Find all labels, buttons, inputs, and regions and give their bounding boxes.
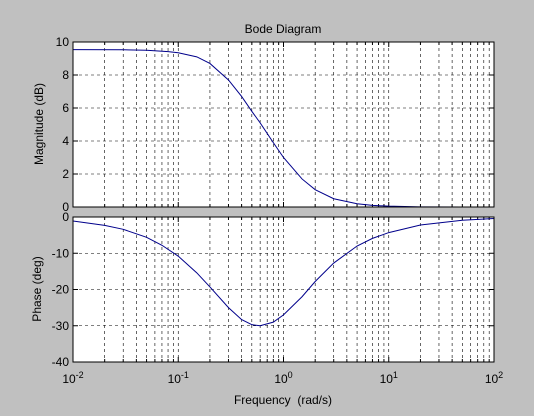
frequency-tick-label: 100	[274, 370, 292, 386]
phase-axes-box	[72, 216, 495, 363]
magnitude-axes-box	[72, 41, 495, 208]
magnitude-y-tick-label: 10	[56, 35, 70, 49]
magnitude-curve	[72, 49, 494, 208]
magnitude-y-tick-label: 8	[62, 68, 69, 82]
magnitude-axis-label: Magnitude (dB)	[32, 83, 46, 165]
magnitude-y-tick-label: 2	[62, 167, 69, 181]
phase-curve	[72, 217, 495, 327]
magnitude-y-tick-label: 4	[62, 134, 69, 148]
phase-y-tick-label: -20	[52, 283, 70, 297]
phase-axis-label: Phase (deg)	[30, 256, 44, 321]
frequency-tick-label: 102	[485, 370, 503, 386]
magnitude-plot-area	[73, 42, 494, 207]
frequency-tick-labels: 10-2 10-1 100 101 102	[62, 370, 503, 386]
chart-title: Bode Diagram	[245, 22, 322, 36]
magnitude-y-tick-label: 0	[62, 200, 69, 214]
phase-y-tick-label: 0	[62, 210, 69, 224]
frequency-axis-label: Frequency (rad/s)	[234, 393, 332, 407]
magnitude-grid	[73, 42, 494, 207]
magnitude-y-tick-label: 6	[62, 101, 69, 115]
frequency-tick-label: 10-1	[168, 370, 189, 386]
phase-grid	[73, 217, 494, 362]
phase-y-tick-label: -30	[52, 319, 70, 333]
phase-y-tick-label: -10	[52, 246, 70, 260]
phase-y-tick-label: -40	[52, 355, 70, 369]
frequency-tick-label: 101	[380, 370, 398, 386]
frequency-tick-label: 10-2	[62, 370, 83, 386]
